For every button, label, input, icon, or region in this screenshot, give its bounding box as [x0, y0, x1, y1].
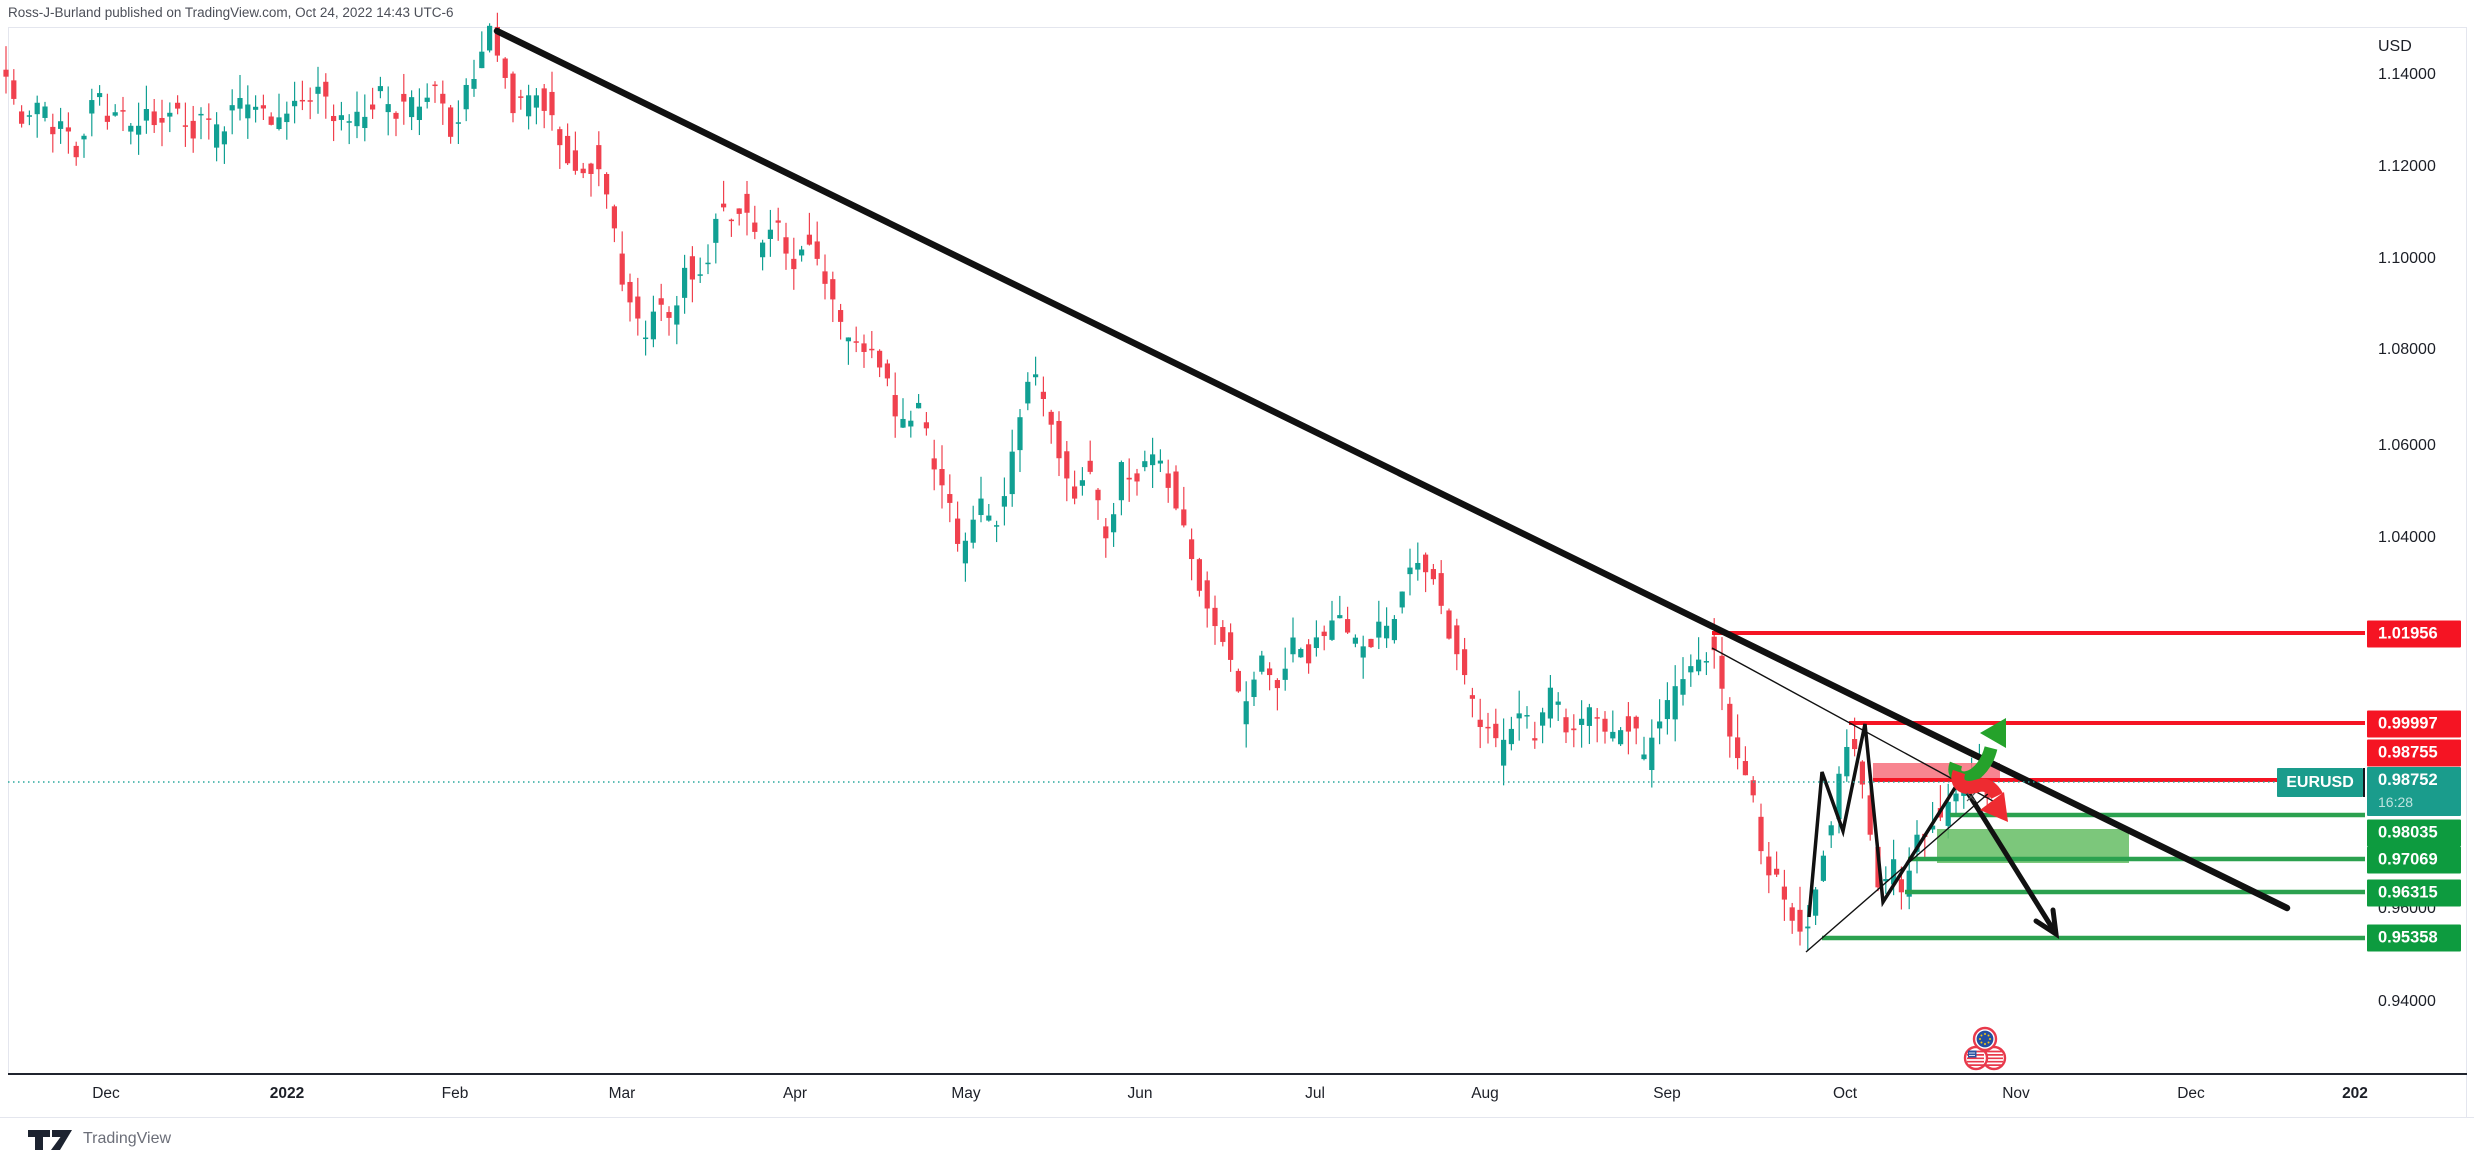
time-axis-separator: [8, 1073, 2467, 1075]
eur-coin-star: [1987, 1034, 1990, 1037]
time-label-Feb: Feb: [441, 1085, 469, 1102]
frame-right-border: [2466, 27, 2467, 1117]
support-price-label-0.97069: 0.97069: [2367, 846, 2461, 874]
time-label-Jul: Jul: [1305, 1085, 1325, 1102]
time-label-Jun: Jun: [1127, 1085, 1153, 1102]
eur-coin-star: [1980, 1041, 1983, 1044]
frame-top-border: [8, 27, 2467, 28]
wedge-lower-line: [1805, 791, 1991, 953]
green-up-arrow-head: [1980, 718, 2006, 748]
current-price-value: 0.98752: [2378, 771, 2438, 789]
resistance-price-label-1.01956: 1.01956: [2367, 620, 2461, 648]
price-tick-1.04000: 1.04000: [2378, 529, 2436, 546]
price-tick-USD: USD: [2378, 38, 2412, 55]
eur-coin-star: [1987, 1041, 1990, 1044]
cross-marker-icon: [1966, 792, 1976, 802]
time-label-Sep: Sep: [1653, 1085, 1681, 1102]
price-tick-1.14000: 1.14000: [2378, 66, 2436, 83]
price-tick-1.12000: 1.12000: [2378, 158, 2436, 175]
frame-left-border: [8, 27, 9, 1073]
attribution-text: Ross-J-Burland published on TradingView.…: [8, 5, 454, 20]
price-tick-1.06000: 1.06000: [2378, 437, 2436, 454]
resistance-price-label-0.98755: 0.98755: [2367, 739, 2461, 767]
projection-arrow-head: [2033, 907, 2060, 940]
price-tick-0.94000: 0.94000: [2378, 993, 2436, 1010]
support-price-label-0.95358: 0.95358: [2367, 924, 2461, 952]
zigzag-annotation: [1807, 723, 1960, 918]
descending-trendline: [493, 27, 2291, 912]
red-down-arrow-head: [1980, 792, 2008, 822]
projection-arrow-line: [1957, 778, 2059, 936]
time-label-2022: 2022: [269, 1085, 305, 1102]
eur-coin-star: [1980, 1034, 1983, 1037]
time-label-Dec: Dec: [92, 1085, 120, 1102]
time-label-Nov: Nov: [2002, 1085, 2030, 1102]
current-price-label: 0.98752 16:28: [2367, 767, 2461, 816]
time-label-May: May: [951, 1085, 981, 1102]
support-price-label-0.96315: 0.96315: [2367, 879, 2461, 907]
time-label-Dec: Dec: [2177, 1085, 2205, 1102]
symbol-tag-divider: [2363, 768, 2365, 797]
current-price-time: 16:28: [2378, 794, 2414, 810]
support-price-label-0.98035: 0.98035: [2367, 819, 2461, 847]
time-label-Apr: Apr: [782, 1085, 808, 1102]
footer-separator: [0, 1117, 2474, 1118]
eur-coin-star: [1989, 1038, 1991, 1040]
time-label-Mar: Mar: [608, 1085, 636, 1102]
footer: TradingView: [28, 1128, 171, 1150]
usd-coin-canton: [1968, 1050, 1977, 1058]
tradingview-logo-icon: [28, 1130, 72, 1150]
eur-coin-star: [1979, 1038, 1981, 1040]
eur-coin-star: [1984, 1043, 1986, 1045]
time-label-Aug: Aug: [1471, 1085, 1499, 1102]
red-down-arrow-shaft: [1951, 769, 2003, 800]
price-tick-1.08000: 1.08000: [2378, 341, 2436, 358]
footer-brand-text: TradingView: [83, 1130, 172, 1147]
time-label-202: 202: [2342, 1085, 2368, 1102]
wedge-upper-line: [1711, 647, 1994, 802]
candles-group: [3, 12, 1990, 951]
price-tick-1.10000: 1.10000: [2378, 250, 2436, 267]
resistance-price-label-0.99997: 0.99997: [2367, 710, 2461, 738]
time-label-Oct: Oct: [1832, 1085, 1858, 1102]
eur-coin-star: [1984, 1033, 1986, 1035]
symbol-tag: EURUSD: [2277, 768, 2363, 797]
